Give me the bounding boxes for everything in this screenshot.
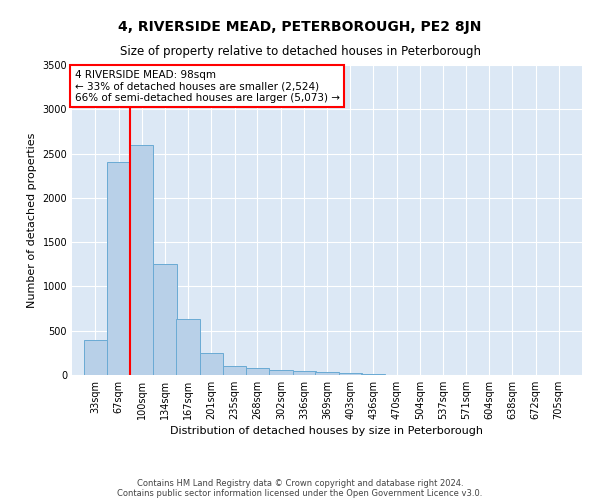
Bar	[84, 340, 107, 375]
Bar	[269, 370, 293, 375]
Bar	[199, 353, 223, 375]
Text: 4 RIVERSIDE MEAD: 98sqm
← 33% of detached houses are smaller (2,524)
66% of semi: 4 RIVERSIDE MEAD: 98sqm ← 33% of detache…	[74, 70, 340, 103]
Bar	[293, 370, 316, 375]
Bar	[107, 162, 131, 375]
Y-axis label: Number of detached properties: Number of detached properties	[27, 132, 37, 308]
Bar	[245, 368, 269, 375]
X-axis label: Distribution of detached houses by size in Peterborough: Distribution of detached houses by size …	[170, 426, 484, 436]
Text: 4, RIVERSIDE MEAD, PETERBOROUGH, PE2 8JN: 4, RIVERSIDE MEAD, PETERBOROUGH, PE2 8JN	[118, 20, 482, 34]
Bar	[176, 319, 199, 375]
Bar	[223, 366, 247, 375]
Bar	[130, 144, 154, 375]
Text: Size of property relative to detached houses in Peterborough: Size of property relative to detached ho…	[119, 45, 481, 58]
Text: Contains public sector information licensed under the Open Government Licence v3: Contains public sector information licen…	[118, 488, 482, 498]
Text: Contains HM Land Registry data © Crown copyright and database right 2024.: Contains HM Land Registry data © Crown c…	[137, 478, 463, 488]
Bar	[154, 264, 177, 375]
Bar	[315, 372, 339, 375]
Bar	[339, 373, 362, 375]
Bar	[361, 374, 385, 375]
